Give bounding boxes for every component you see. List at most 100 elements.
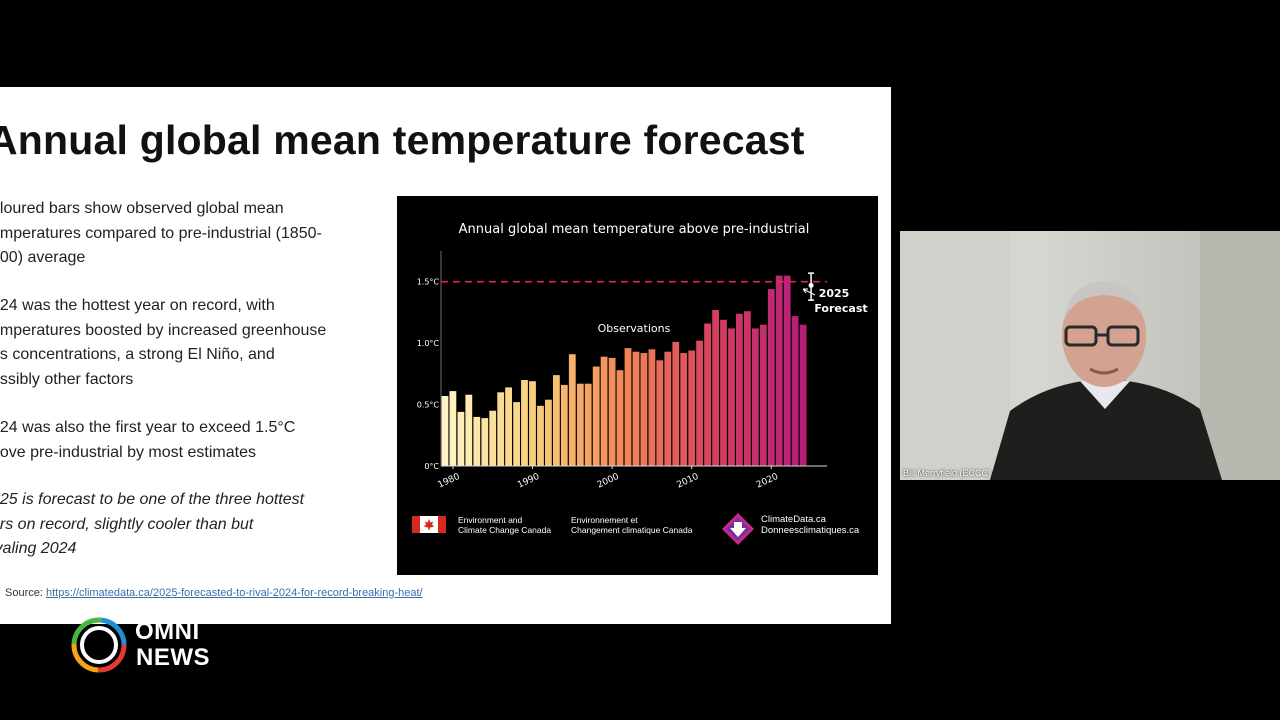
x-tick-label: 2000 — [596, 472, 621, 491]
bullet-2: 024 was the hottest year on record, with… — [0, 294, 361, 392]
bar-1979 — [441, 396, 449, 466]
x-tick-label: 1990 — [516, 472, 541, 491]
bar-1989 — [521, 380, 528, 466]
bar-2004 — [640, 353, 648, 466]
canada-flag-icon — [412, 516, 446, 533]
omni-ring-icon — [71, 617, 127, 673]
chart-footer: Environment and Climate Change Canada En… — [397, 506, 878, 556]
bar-2007 — [664, 351, 672, 466]
bar-2000 — [608, 357, 616, 466]
org-english-line: Climate Change Canada — [458, 525, 552, 535]
brand-line-1: OMNI — [135, 618, 200, 645]
bar-1984 — [481, 418, 489, 466]
bar-1987 — [505, 387, 512, 466]
bar-2017 — [744, 311, 751, 466]
bar-1986 — [497, 392, 505, 466]
bullet-3: 024 was also the first year to exceed 1.… — [0, 416, 361, 465]
org-english: Environment and Climate Change Canada — [458, 515, 551, 535]
forecast-label-year: 2025 — [819, 287, 850, 300]
bar-1996 — [576, 383, 584, 466]
bullet-line: as concentrations, a strong El Niño, and — [0, 346, 275, 363]
y-ticks: 0°C 0.5°C 1.0°C 1.5°C — [417, 278, 440, 471]
y-tick-label: 0°C — [424, 462, 439, 471]
y-tick-label: 0.5°C — [417, 401, 440, 410]
bullet-line: 024 was also the first year to exceed 1.… — [0, 419, 296, 436]
bullet-line: 024 was the hottest year on record, with — [0, 297, 275, 314]
chart-panel: Annual global mean temperature above pre… — [397, 196, 878, 575]
source-citation: Source: https://climatedata.ca/2025-fore… — [5, 587, 423, 599]
org-english-line: Environment and — [458, 515, 523, 525]
y-tick-label: 1.5°C — [417, 278, 440, 287]
bar-1983 — [473, 416, 481, 466]
bar-1998 — [592, 366, 600, 466]
bullet-line: 025 is forecast to be one of the three h… — [0, 491, 305, 508]
omni-news-logo: OMNI NEWS — [68, 614, 218, 676]
bullet-line: emperatures boosted by increased greenho… — [0, 321, 327, 339]
bullet-line: oloured bars show observed global mean — [0, 200, 284, 217]
forecast-label-word: Forecast — [814, 302, 867, 315]
temperature-chart: Annual global mean temperature above pre… — [417, 222, 868, 491]
bullet-line: emperatures compared to pre-industrial (… — [0, 224, 322, 242]
forecast-point — [808, 282, 814, 288]
bar-2018 — [751, 328, 759, 466]
bar-2021 — [775, 275, 783, 466]
bars-group — [441, 275, 807, 466]
bar-1981 — [457, 411, 465, 466]
bar-2010 — [688, 350, 696, 466]
speaker-video — [900, 231, 1280, 480]
bar-2011 — [696, 340, 703, 466]
bar-1990 — [529, 381, 536, 466]
webcam-feed: Bill Merryfield (ECCC) — [900, 231, 1280, 480]
bar-1993 — [553, 375, 560, 466]
bar-1988 — [513, 402, 520, 466]
source-label: Source: — [5, 587, 43, 599]
bar-2001 — [616, 370, 624, 466]
bar-2019 — [759, 324, 767, 466]
x-tick-label: 2020 — [755, 472, 780, 491]
bar-1982 — [465, 394, 473, 466]
org-french-line: Environnement et — [571, 515, 638, 525]
x-ticks: 1980 1990 2000 2010 2020 — [437, 466, 780, 491]
forecast-marker — [808, 272, 815, 301]
bullet-line: 900) average — [0, 249, 86, 266]
source-link[interactable]: https://climatedata.ca/2025-forecasted-t… — [45, 587, 423, 599]
participant-name: Bill Merryfield (ECCC) — [903, 468, 992, 478]
bar-2013 — [712, 310, 719, 466]
bar-2008 — [672, 341, 680, 466]
bullet-line: ars on record, slightly cooler than but — [0, 515, 254, 533]
bar-1994 — [560, 384, 568, 466]
bar-2023 — [791, 316, 799, 466]
bar-1997 — [584, 383, 592, 466]
bar-1995 — [568, 354, 576, 466]
climatedata-site: ClimateData.ca Donneesclimatiques.ca — [761, 514, 859, 536]
bar-2024 — [799, 324, 807, 466]
x-tick-label: 1980 — [437, 472, 462, 491]
bar-1980 — [449, 391, 457, 466]
bar-2009 — [680, 353, 688, 466]
bullet-4: 025 is forecast to be one of the three h… — [0, 488, 361, 562]
bar-2003 — [632, 351, 640, 466]
bullet-line: bove pre-industrial by most estimates — [0, 443, 256, 461]
bar-2006 — [656, 360, 664, 466]
org-french: Environnement et Changement climatique C… — [571, 515, 692, 535]
forecast-arrow — [802, 288, 816, 296]
bar-1991 — [537, 405, 544, 466]
y-tick-label: 1.0°C — [417, 339, 440, 348]
bar-2005 — [648, 349, 656, 466]
site-name-en: ClimateData.ca — [761, 514, 826, 525]
bar-2002 — [624, 348, 632, 466]
observations-label: Observations — [598, 322, 671, 335]
bar-2016 — [736, 313, 743, 466]
bullet-line: ivaling 2024 — [0, 540, 77, 557]
bar-1985 — [489, 410, 497, 466]
site-name-fr: Donneesclimatiques.ca — [761, 525, 860, 536]
chart-title: Annual global mean temperature above pre… — [459, 222, 810, 237]
bar-2022 — [783, 275, 791, 466]
climatedata-logo-icon — [722, 513, 754, 545]
bar-2020 — [767, 289, 775, 466]
slide-title: Annual global mean temperature forecast — [0, 117, 805, 163]
x-tick-label: 2010 — [675, 472, 700, 491]
bar-2014 — [720, 319, 727, 466]
bullet-line: ossibly other factors — [0, 370, 134, 388]
org-french-line: Changement climatique Canada — [571, 525, 693, 535]
